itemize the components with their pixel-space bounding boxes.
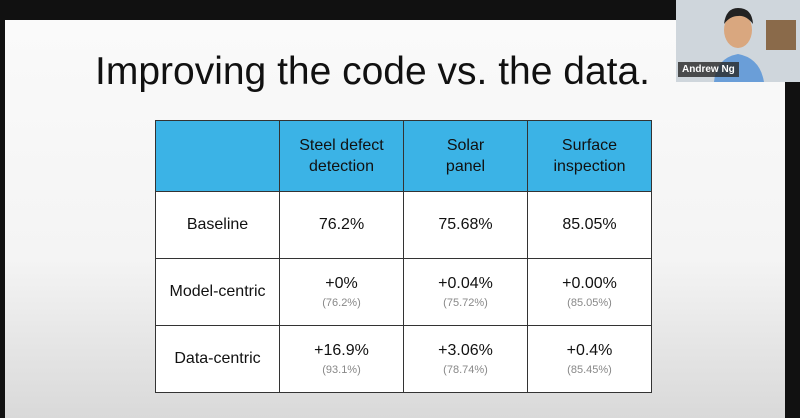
table-cell: 85.05% (527, 191, 652, 259)
comparison-table: Steel defect detection Solar panel Surface… (155, 120, 652, 393)
cell-subvalue: (85.05%) (567, 297, 612, 309)
cell-subvalue: (93.1%) (322, 364, 361, 376)
table-cell: +0.00% (85.05%) (527, 258, 652, 326)
webcam: Andrew Ng (676, 0, 800, 82)
table-cell: 76.2% (279, 191, 404, 259)
cell-value: +0.04% (438, 275, 493, 292)
cell-value: +0.4% (566, 342, 613, 359)
cell-value: +0.00% (562, 275, 617, 292)
table-cell: +0% (76.2%) (279, 258, 404, 326)
cell-value: +0% (325, 275, 358, 292)
cell-value: +16.9% (314, 342, 369, 359)
row-label: Baseline (155, 191, 280, 259)
table-row: Baseline 76.2% 75.68% 85.05% (155, 191, 652, 259)
corner-cell (155, 120, 280, 192)
person-hair (724, 8, 753, 24)
column-header: Steel defect detection (279, 120, 404, 192)
table-cell: +0.04% (75.72%) (403, 258, 528, 326)
column-header: Solar panel (403, 120, 528, 192)
person-face (724, 12, 752, 48)
cell-subvalue: (85.45%) (567, 364, 612, 376)
slide-title: Improving the code vs. the data. (95, 50, 650, 93)
table-cell: +3.06% (78.74%) (403, 325, 528, 393)
table-cell: 75.68% (403, 191, 528, 259)
table-row: Model-centric +0% (76.2%) +0.04% (75.72%) +0.… (155, 258, 652, 326)
row-label: Model-centric (155, 258, 280, 326)
cell-subvalue: (75.72%) (443, 297, 488, 309)
table-cell: +16.9% (93.1%) (279, 325, 404, 393)
slide: Improving the code vs. the data. Steel d… (5, 20, 785, 418)
cell-value: 75.68% (438, 216, 493, 233)
background-object (766, 20, 796, 50)
header-row: Steel defect detection Solar panel Surface… (155, 120, 652, 192)
participant-name: Andrew Ng (678, 62, 739, 77)
table-row: Data-centric +16.9% (93.1%) +3.06% (78.74%) +… (155, 325, 652, 393)
cell-value: +3.06% (438, 342, 493, 359)
column-header: Surface inspection (527, 120, 652, 192)
cell-subvalue: (78.74%) (443, 364, 488, 376)
cell-subvalue: (76.2%) (322, 297, 361, 309)
table-cell: +0.4% (85.45%) (527, 325, 652, 393)
row-label: Data-centric (155, 325, 280, 393)
cell-value: 76.2% (318, 216, 365, 233)
cell-value: 85.05% (562, 216, 617, 233)
